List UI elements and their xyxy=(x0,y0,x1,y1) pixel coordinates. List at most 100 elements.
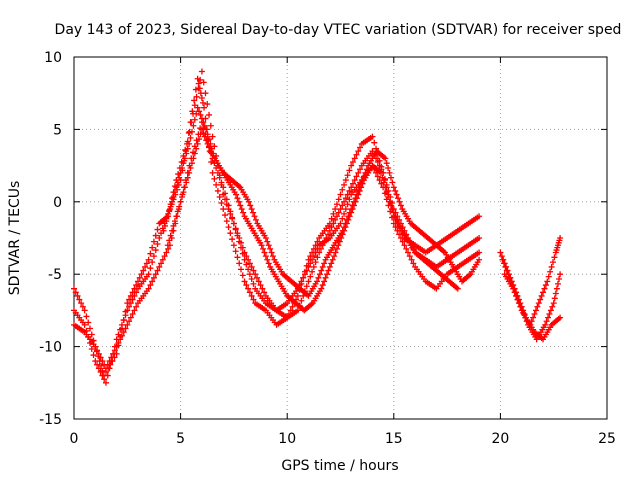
data-point xyxy=(346,167,353,174)
data-point xyxy=(339,215,346,222)
data-point xyxy=(204,140,211,147)
data-point xyxy=(342,206,349,213)
data-point xyxy=(557,235,564,241)
data-point xyxy=(535,300,542,307)
data-point xyxy=(83,313,90,320)
data-point xyxy=(307,273,314,280)
data-point xyxy=(145,285,152,292)
plot-frame xyxy=(73,56,608,420)
data-point xyxy=(253,274,260,281)
data-point xyxy=(198,95,205,102)
data-point xyxy=(81,321,88,328)
data-point xyxy=(234,232,241,239)
data-point xyxy=(305,263,312,270)
data-point xyxy=(181,155,188,162)
data-point xyxy=(250,267,257,274)
data-point xyxy=(133,303,140,310)
data-point xyxy=(120,317,127,324)
data-point xyxy=(503,267,510,274)
data-point xyxy=(250,280,257,287)
data-point xyxy=(117,336,124,343)
data-point xyxy=(229,214,236,221)
data-point xyxy=(321,278,328,285)
data-point xyxy=(161,253,168,260)
data-point xyxy=(197,111,204,118)
data-point xyxy=(238,266,245,273)
x-tick-labels: 0 5 10 15 20 25 xyxy=(70,431,616,447)
data-point xyxy=(147,250,154,257)
data-point xyxy=(303,283,310,290)
data-point xyxy=(353,173,360,180)
data-point xyxy=(234,195,241,202)
data-point xyxy=(88,346,95,353)
data-point xyxy=(264,256,271,263)
data-point xyxy=(186,169,193,176)
data-point xyxy=(190,155,197,162)
data-point xyxy=(318,285,325,292)
data-point xyxy=(546,311,553,318)
data-point xyxy=(545,314,552,321)
data-point xyxy=(94,347,101,354)
data-point xyxy=(233,191,240,198)
data-point xyxy=(454,285,461,292)
data-point xyxy=(341,181,348,188)
data-point xyxy=(243,253,250,260)
data-point xyxy=(551,295,558,302)
data-point xyxy=(236,260,243,267)
data-point xyxy=(336,238,343,245)
chart-title: Day 143 of 2023, Sidereal Day-to-day VTE… xyxy=(55,22,622,38)
data-point xyxy=(237,202,244,209)
data-point xyxy=(234,254,241,261)
data-point xyxy=(321,260,328,267)
data-point xyxy=(339,202,346,209)
data-point xyxy=(102,379,109,386)
data-point xyxy=(267,245,274,252)
data-point xyxy=(346,187,353,194)
data-point xyxy=(176,203,183,210)
data-point xyxy=(325,267,332,274)
data-point xyxy=(510,285,517,292)
data-point xyxy=(206,144,213,151)
data-point xyxy=(527,321,534,328)
data-point xyxy=(133,289,140,296)
data-point xyxy=(214,187,221,194)
data-point xyxy=(196,136,203,143)
data-point xyxy=(180,160,187,167)
data-point xyxy=(204,101,211,108)
data-point xyxy=(232,226,239,233)
data-point xyxy=(167,203,174,210)
data-point xyxy=(156,235,163,241)
data-point xyxy=(408,256,415,263)
data-point xyxy=(348,162,355,169)
data-point xyxy=(513,292,520,299)
data-point xyxy=(183,150,190,157)
data-point xyxy=(104,372,111,379)
y-axis-label: SDTVAR / TECUs xyxy=(7,181,23,296)
data-point xyxy=(405,249,412,256)
data-point xyxy=(177,198,184,205)
data-point xyxy=(383,160,390,167)
data-point xyxy=(118,332,125,339)
data-point xyxy=(534,303,541,310)
data-point xyxy=(547,268,554,275)
data-point xyxy=(318,267,325,274)
data-point xyxy=(343,220,350,227)
data-point xyxy=(79,303,86,310)
data-point xyxy=(183,179,190,186)
data-point xyxy=(326,227,333,234)
data-point xyxy=(396,231,403,238)
data-point xyxy=(382,155,389,162)
y-tick-label: 5 xyxy=(53,122,62,138)
y-tick-label: 0 xyxy=(53,195,62,211)
data-point xyxy=(262,235,269,241)
data-point xyxy=(235,198,242,205)
x-tick-label: 25 xyxy=(598,431,616,447)
data-point xyxy=(309,268,316,275)
data-point xyxy=(246,260,253,267)
data-point xyxy=(197,76,204,83)
data-point xyxy=(120,329,127,336)
data-point xyxy=(499,256,506,263)
data-point xyxy=(161,222,168,229)
data-point xyxy=(341,210,348,217)
data-point xyxy=(211,175,218,182)
